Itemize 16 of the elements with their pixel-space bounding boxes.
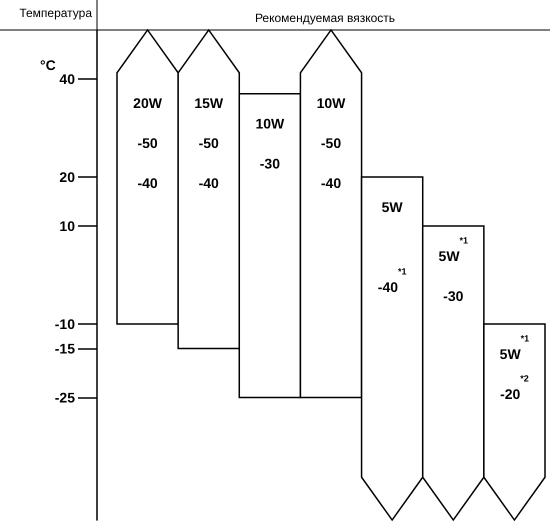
y-tick-label: -25 — [54, 390, 76, 406]
category-label: 10W -30 — [255, 116, 284, 172]
category-label: 10W -50 -40 — [316, 94, 346, 191]
y-tick-label: -15 — [54, 340, 76, 356]
y-tick-label: -10 — [54, 316, 76, 332]
y-axis-title: Температура — [19, 6, 92, 20]
category-label: 5W*1 -30 — [438, 236, 468, 304]
text: °C — [40, 57, 56, 73]
y-tick-label: 10 — [59, 218, 76, 234]
category-label: 15W -50 -40 — [194, 94, 224, 191]
y-tick-label: 20 — [59, 169, 76, 185]
category-label: 20W -50 -40 — [133, 94, 162, 191]
category-label: 5W -40*1 — [378, 199, 407, 295]
category-label: 5W*1 -20*2 — [500, 334, 530, 402]
chart-title: Рекомендуемая вязкость — [254, 11, 396, 25]
y-tick-label: 40 — [59, 71, 76, 87]
